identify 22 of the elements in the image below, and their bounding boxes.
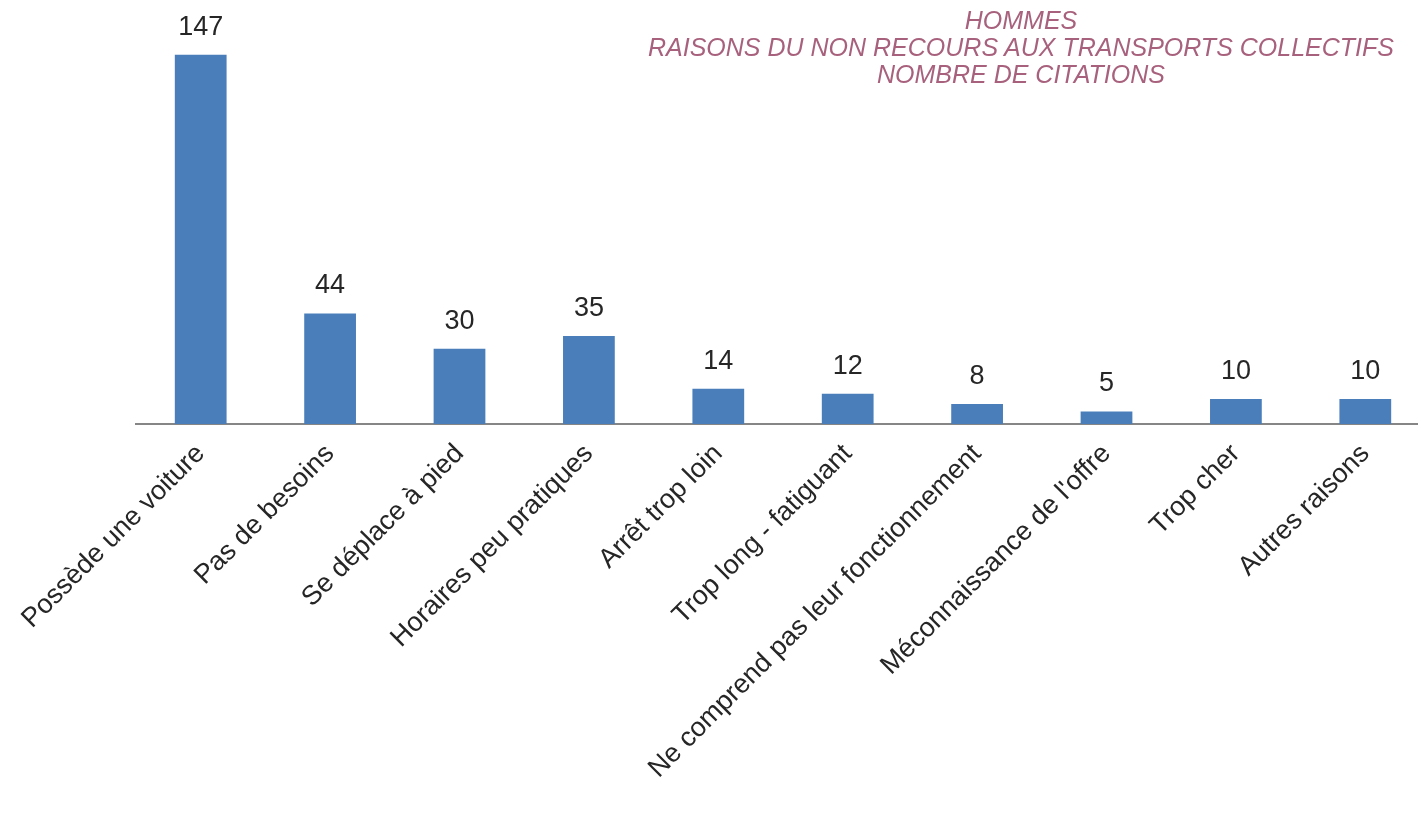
bar bbox=[821, 393, 874, 424]
chart-title: HOMMES RAISONS DU NON RECOURS AUX TRANSPORTS COLLECTIFS NOMBRE DE CITATIONS bbox=[647, 6, 1395, 88]
bar bbox=[951, 403, 1003, 424]
x-tick-label: Trop cher bbox=[1143, 437, 1246, 540]
data-label: 14 bbox=[703, 344, 734, 375]
data-label: 8 bbox=[969, 359, 985, 390]
data-label: 10 bbox=[1220, 354, 1251, 385]
bar bbox=[1210, 398, 1262, 424]
data-label: 30 bbox=[444, 304, 475, 335]
bar bbox=[563, 336, 615, 424]
data-label: 5 bbox=[1098, 367, 1115, 398]
bar bbox=[1080, 411, 1133, 424]
bar bbox=[692, 388, 745, 424]
bar bbox=[174, 54, 227, 424]
bar bbox=[433, 348, 486, 424]
data-label: 10 bbox=[1350, 354, 1381, 385]
bar bbox=[1339, 398, 1392, 424]
bar bbox=[304, 313, 356, 424]
data-label: 44 bbox=[315, 269, 346, 300]
data-label: 147 bbox=[178, 10, 224, 41]
data-label: 12 bbox=[832, 349, 863, 380]
data-label: 35 bbox=[573, 292, 604, 323]
